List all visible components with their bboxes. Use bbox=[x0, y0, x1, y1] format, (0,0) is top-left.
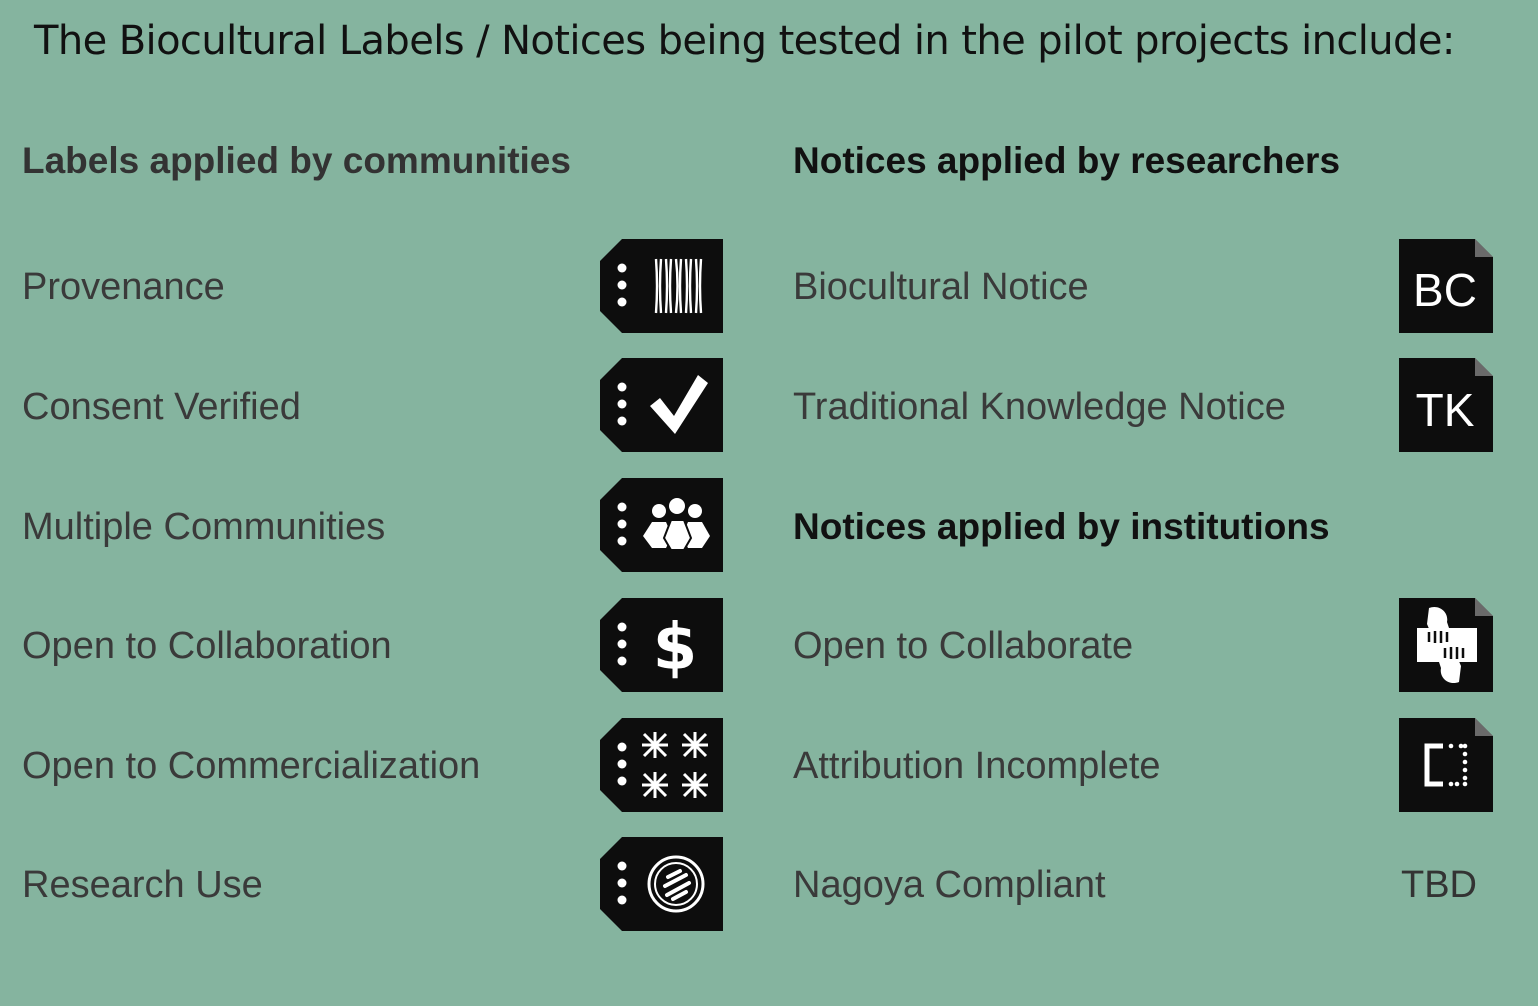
label-traditional-knowledge-notice: Traditional Knowledge Notice bbox=[793, 386, 1286, 428]
tk-notice-icon: TK bbox=[1399, 358, 1493, 452]
labels-heading: Labels applied by communities bbox=[22, 140, 571, 181]
dollar-icon: $ bbox=[600, 598, 723, 692]
hands-icon bbox=[1399, 598, 1493, 692]
provenance-icon bbox=[600, 239, 723, 333]
label-open-to-commercialization: Open to Commercialization bbox=[22, 745, 481, 787]
label-consent-verified: Consent Verified bbox=[22, 386, 301, 428]
label-nagoya-compliant: Nagoya Compliant bbox=[793, 864, 1106, 906]
bc-notice-icon: BC bbox=[1399, 239, 1493, 333]
circle-emblem-icon bbox=[600, 837, 723, 931]
bc-badge-text: BC bbox=[1413, 264, 1477, 316]
pattern-icon bbox=[600, 718, 723, 812]
label-attribution-incomplete: Attribution Incomplete bbox=[793, 745, 1161, 787]
label-biocultural-notice: Biocultural Notice bbox=[793, 266, 1089, 308]
checkmark-icon bbox=[600, 358, 723, 452]
label-provenance: Provenance bbox=[22, 266, 225, 308]
label-open-to-collaboration: Open to Collaboration bbox=[22, 625, 392, 667]
svg-text:$: $ bbox=[653, 611, 698, 685]
dotted-bracket-icon bbox=[1399, 718, 1493, 812]
label-multiple-communities: Multiple Communities bbox=[22, 506, 386, 548]
people-group-icon bbox=[600, 478, 723, 572]
page-title: The Biocultural Labels / Notices being t… bbox=[34, 18, 1455, 64]
label-open-to-collaborate: Open to Collaborate bbox=[793, 625, 1134, 667]
institution-notices-heading: Notices applied by institutions bbox=[793, 506, 1330, 547]
tk-badge-text: TK bbox=[1416, 384, 1475, 436]
nagoya-tbd: TBD bbox=[1401, 864, 1477, 906]
researcher-notices-heading: Notices applied by researchers bbox=[793, 140, 1341, 181]
label-research-use: Research Use bbox=[22, 864, 263, 906]
